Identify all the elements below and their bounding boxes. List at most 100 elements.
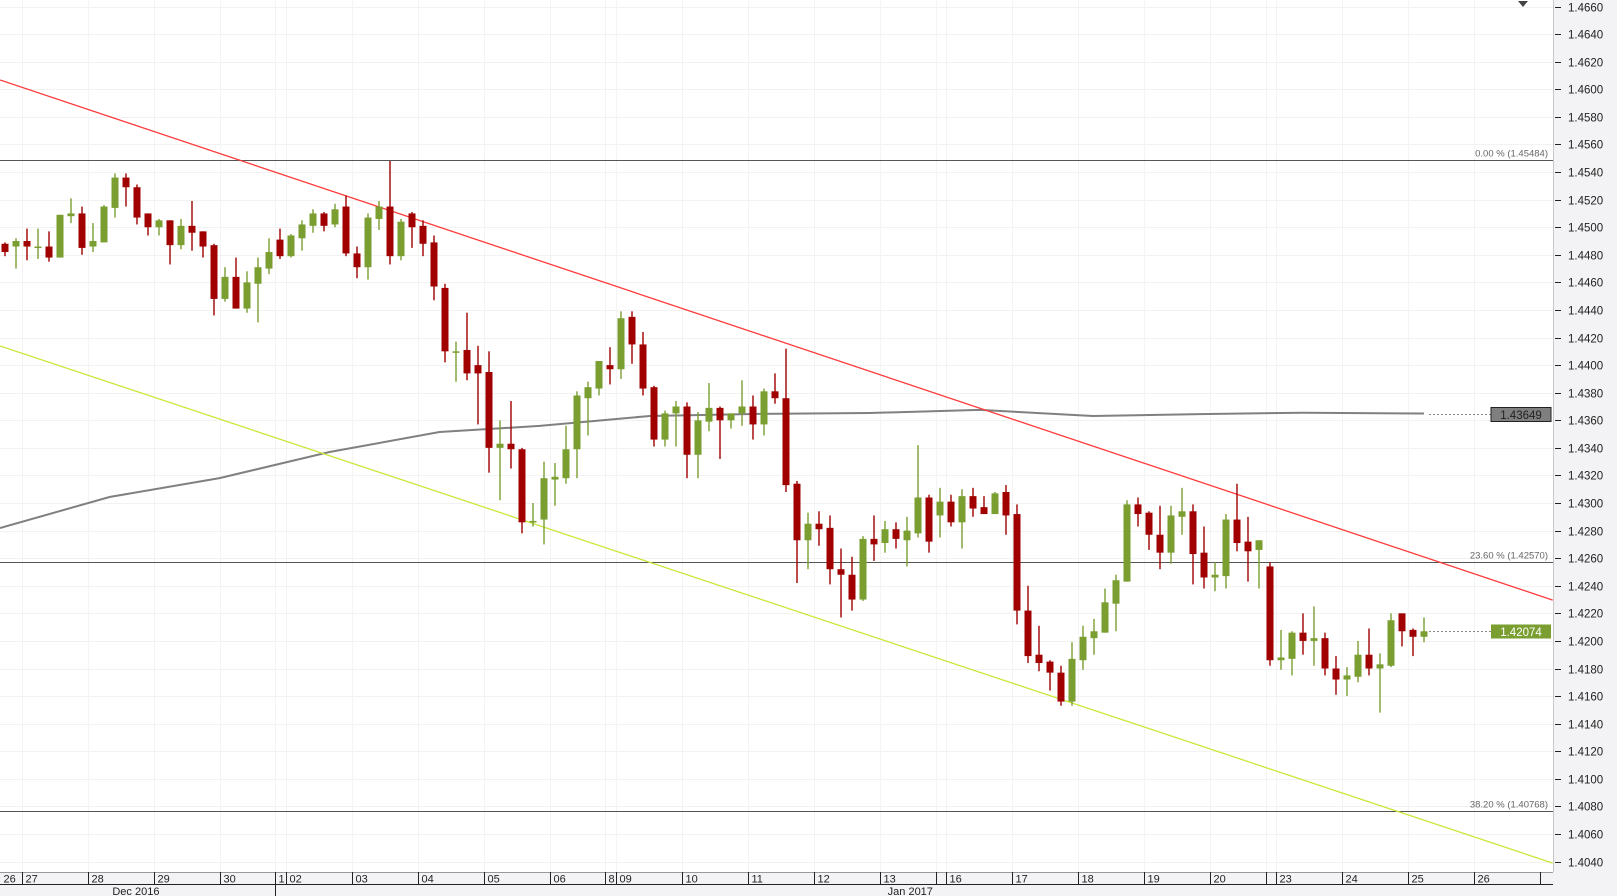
candle-bearish[interactable]	[837, 548, 845, 618]
candle-bullish[interactable]	[100, 205, 108, 243]
candle-bullish[interactable]	[1343, 667, 1351, 697]
candle-bullish[interactable]	[551, 463, 559, 506]
candle-bearish[interactable]	[342, 195, 350, 257]
candle-bearish[interactable]	[45, 231, 53, 262]
candle-bearish[interactable]	[815, 511, 823, 546]
candle-bullish[interactable]	[705, 383, 713, 432]
candle-bullish[interactable]	[991, 491, 999, 515]
candle-bullish[interactable]	[1255, 540, 1263, 589]
candle-bearish[interactable]	[232, 257, 240, 309]
candle-bearish[interactable]	[1002, 485, 1010, 535]
candle-bullish[interactable]	[914, 445, 922, 538]
candle-bearish[interactable]	[430, 235, 438, 301]
candle-bearish[interactable]	[199, 231, 207, 258]
candle-bullish[interactable]	[243, 271, 251, 313]
candle-bullish[interactable]	[859, 536, 867, 601]
candle-bullish[interactable]	[265, 238, 273, 275]
candle-bullish[interactable]	[1288, 631, 1296, 676]
candle-bullish[interactable]	[89, 223, 97, 253]
candle-bullish[interactable]	[562, 425, 570, 484]
candle-bullish[interactable]	[1310, 606, 1318, 666]
candle-bearish[interactable]	[1365, 628, 1373, 676]
candle-bearish[interactable]	[518, 447, 526, 534]
candle-bullish[interactable]	[1101, 588, 1109, 633]
candle-bearish[interactable]	[793, 480, 801, 584]
candle-bearish[interactable]	[133, 184, 141, 225]
candle-bearish[interactable]	[947, 494, 955, 527]
candle-bearish[interactable]	[188, 201, 196, 251]
chart-menu-dropdown-icon[interactable]	[1518, 1, 1528, 7]
candle-bullish[interactable]	[540, 461, 548, 545]
candle-bullish[interactable]	[1123, 500, 1131, 582]
candle-bullish[interactable]	[496, 420, 504, 501]
candle-bullish[interactable]	[1167, 505, 1175, 564]
candle-bearish[interactable]	[474, 345, 482, 425]
candle-bearish[interactable]	[782, 348, 790, 492]
candle-bearish[interactable]	[1, 242, 9, 257]
candle-bearish[interactable]	[639, 332, 647, 396]
candle-bearish[interactable]	[485, 351, 493, 473]
candle-bullish[interactable]	[221, 267, 229, 302]
candle-bullish[interactable]	[573, 391, 581, 479]
candle-bullish[interactable]	[155, 218, 163, 236]
candle-bullish[interactable]	[1211, 562, 1219, 592]
candle-bearish[interactable]	[606, 347, 614, 385]
candle-bullish[interactable]	[529, 503, 537, 527]
candle-bearish[interactable]	[166, 220, 174, 265]
candle-bearish[interactable]	[1035, 625, 1043, 672]
candle-bullish[interactable]	[881, 520, 889, 553]
candle-bearish[interactable]	[210, 243, 218, 316]
candle-bullish[interactable]	[1420, 617, 1428, 643]
candle-bearish[interactable]	[1156, 505, 1164, 570]
candle-bullish[interactable]	[67, 198, 75, 224]
candle-bearish[interactable]	[980, 496, 988, 515]
candle-bearish[interactable]	[1145, 511, 1153, 550]
candle-bearish[interactable]	[1024, 585, 1032, 663]
candle-bullish[interactable]	[309, 209, 317, 233]
candle-bearish[interactable]	[320, 212, 328, 232]
candle-bearish[interactable]	[925, 494, 933, 553]
candle-bearish[interactable]	[771, 373, 779, 404]
candle-bearish[interactable]	[749, 395, 757, 440]
candle-bearish[interactable]	[441, 283, 449, 363]
candle-bullish[interactable]	[364, 213, 372, 280]
candle-bullish[interactable]	[397, 218, 405, 261]
candle-bearish[interactable]	[1398, 613, 1406, 647]
candle-bearish[interactable]	[1189, 504, 1197, 585]
candle-bullish[interactable]	[1068, 642, 1076, 706]
candle-bullish[interactable]	[804, 512, 812, 570]
candle-bearish[interactable]	[1233, 483, 1241, 552]
candle-bearish[interactable]	[1134, 497, 1142, 527]
candle-bullish[interactable]	[738, 380, 746, 426]
candle-bullish[interactable]	[1112, 574, 1120, 632]
candle-bullish[interactable]	[1079, 625, 1087, 670]
candle-bullish[interactable]	[661, 410, 669, 447]
candle-bearish[interactable]	[386, 161, 394, 265]
candle-bullish[interactable]	[1387, 613, 1395, 668]
candle-bullish[interactable]	[1090, 618, 1098, 655]
candle-bullish[interactable]	[287, 234, 295, 258]
candle-bearish[interactable]	[144, 213, 152, 236]
candle-bearish[interactable]	[870, 515, 878, 561]
candle-bearish[interactable]	[1332, 656, 1340, 695]
candle-bearish[interactable]	[276, 228, 284, 259]
candle-bearish[interactable]	[892, 522, 900, 549]
candle-bearish[interactable]	[408, 212, 416, 248]
candle-bullish[interactable]	[12, 238, 20, 269]
candle-bearish[interactable]	[716, 406, 724, 459]
candle-bearish[interactable]	[1013, 504, 1021, 625]
candle-bullish[interactable]	[672, 400, 680, 447]
candle-bearish[interactable]	[683, 402, 691, 479]
x-axis[interactable]: 26 27 28 29 30 1 02 03 04 05 06 8 09 10 11 12 13 16 17 18 19…	[0, 872, 1553, 896]
candle-bullish[interactable]	[958, 489, 966, 549]
candle-bullish[interactable]	[254, 257, 262, 323]
candle-bearish[interactable]	[78, 206, 86, 255]
candle-bearish[interactable]	[969, 487, 977, 517]
candle-bearish[interactable]	[1057, 665, 1065, 706]
y-axis[interactable]: 1.4040 1.4060 1.4080 1.4100 1.4120 1.4140 1.41…	[1553, 0, 1617, 896]
candle-bearish[interactable]	[1046, 660, 1054, 691]
candle-bullish[interactable]	[452, 341, 460, 382]
candle-bearish[interactable]	[826, 515, 834, 585]
candle-bullish[interactable]	[694, 412, 702, 479]
